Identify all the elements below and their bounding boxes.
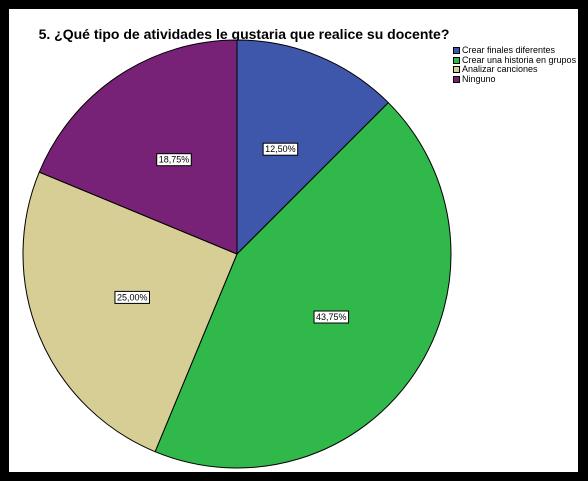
legend-label: Crear una historia en grupos	[462, 54, 577, 65]
legend-label: Analizar canciones	[462, 64, 538, 74]
legend-label: Crear finales diferentes	[462, 45, 556, 55]
legend-item: Crear una historia en grupos	[453, 54, 577, 66]
slice-label-box	[114, 290, 150, 304]
pie-slice	[22, 171, 238, 453]
legend-swatch	[453, 75, 460, 83]
legend-swatch	[453, 66, 460, 74]
legend-item: Crear finales diferentes	[453, 45, 576, 56]
pie-chart: 12,50% 43,75% 25,00% 18,75%	[22, 39, 452, 469]
slice-label-box	[262, 142, 299, 156]
chart-panel: 5. ¿Qué tipo de atividades le gustaria q…	[9, 9, 578, 472]
slice-data-label: 43,75%	[313, 310, 350, 324]
slice-label-box	[156, 153, 192, 167]
slice-data-label: 18,75%	[156, 153, 192, 167]
chart-title: 5. ¿Qué tipo de atividades le gustaria q…	[38, 26, 450, 42]
slice-data-label: 25,00%	[114, 290, 150, 304]
slice-label-text: 18,75%	[159, 155, 190, 165]
slice-label-box	[313, 310, 350, 324]
legend-label: Ninguno	[462, 73, 496, 84]
pie-slice	[154, 101, 452, 469]
slice-label-text: 43,75%	[316, 312, 347, 322]
slice-data-label: 12,50%	[262, 142, 299, 156]
slice-label-text: 12,50%	[265, 144, 296, 154]
pie-slice	[236, 39, 390, 256]
pie-slice	[38, 39, 238, 255]
legend-item: Ninguno	[453, 73, 576, 85]
slice-label-text: 25,00%	[117, 292, 148, 302]
legend-swatch	[453, 47, 460, 55]
legend-swatch	[453, 56, 460, 64]
legend-item: Analizar canciones	[453, 64, 576, 75]
legend: Crear finales diferentes Crear una histo…	[453, 45, 577, 85]
